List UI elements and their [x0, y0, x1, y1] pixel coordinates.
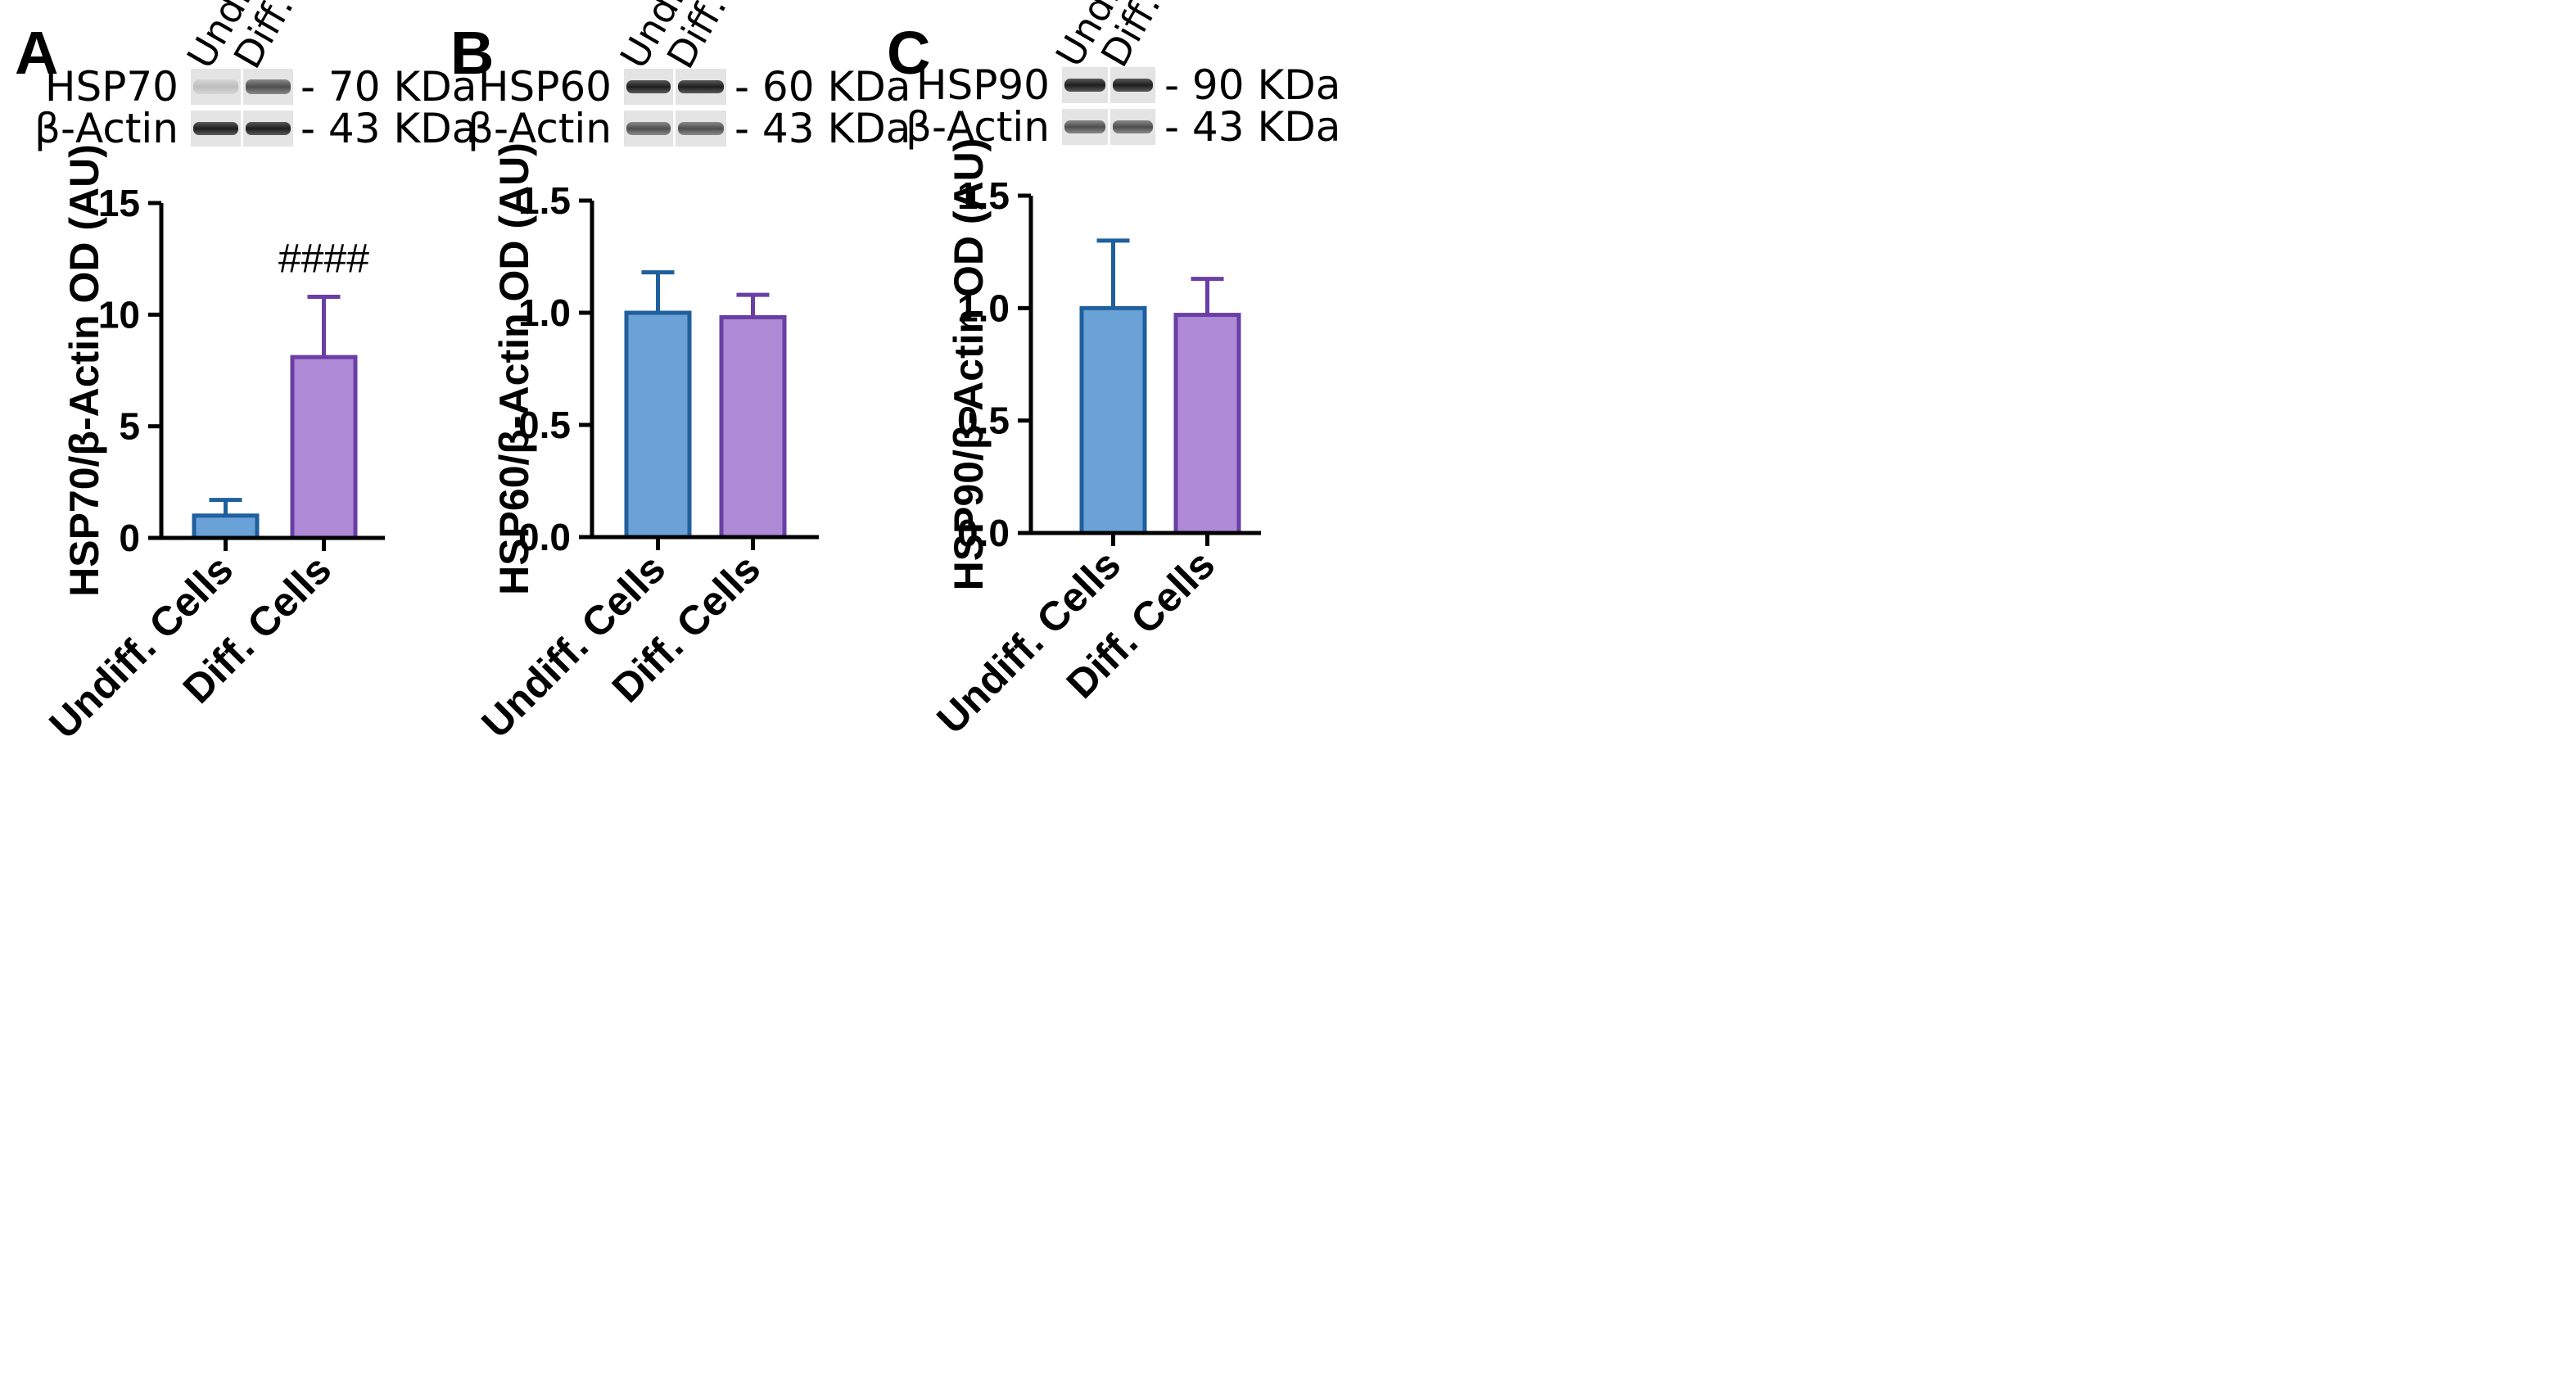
bar-undiff [1079, 305, 1147, 535]
blot-band-hsp-undiff [193, 79, 238, 94]
blot-size-label-hsp: - 90 KDa [1164, 61, 1340, 109]
y-axis-label: HSP90/β-Actin OD (AU) [946, 138, 992, 591]
blot-band-hsp-diff [1113, 79, 1153, 92]
blot-protein-label-actin: β-Actin [34, 105, 179, 152]
y-tick-label: 0 [119, 517, 140, 559]
panel-letter-a: A [15, 19, 58, 87]
y-tick-label: 1.0 [518, 291, 571, 334]
y-tick-label: 15 [98, 182, 140, 224]
blot-protein-label-hsp: HSP60 [478, 63, 612, 111]
blot-size-label-hsp: - 60 KDa [734, 63, 911, 111]
y-tick-label: 10 [98, 293, 140, 336]
blot-size-label-actin: - 43 KDa [301, 105, 477, 152]
blot-band-actin-undiff [193, 122, 238, 135]
blot-band-actin-undiff [1064, 120, 1105, 133]
blot-protein-label-actin: β-Actin [906, 103, 1050, 151]
blot-band-hsp-undiff [626, 80, 671, 93]
bar-diff [719, 314, 787, 540]
y-tick-label: 1.5 [957, 174, 1010, 217]
bar-diff [1173, 313, 1241, 535]
y-tick-label: 0.0 [518, 516, 571, 558]
blot-band-hsp-diff [678, 80, 724, 93]
y-tick-label: 0.5 [957, 400, 1010, 442]
bar-undiff [192, 513, 260, 540]
blot-size-label-actin: - 43 KDa [1164, 103, 1340, 151]
y-tick-label: 1.0 [957, 287, 1010, 329]
blot-band-actin-undiff [626, 122, 671, 135]
blot-band-actin-diff [1113, 120, 1153, 133]
y-tick-label: 5 [119, 405, 140, 448]
blot-size-label-hsp: - 70 KDa [301, 63, 477, 111]
y-tick-label: 0.5 [518, 404, 571, 446]
y-tick-label: 0.0 [957, 512, 1010, 554]
significance-annotation: #### [278, 236, 369, 282]
blot-protein-label-actin: β-Actin [468, 105, 612, 152]
y-axis-label: HSP70/β-Actin OD (AU) [61, 144, 107, 597]
blot-band-actin-diff [678, 122, 724, 135]
bar-diff [290, 355, 358, 540]
blot-band-actin-diff [246, 122, 291, 135]
blot-size-label-actin: - 43 KDa [734, 105, 911, 152]
blot-band-hsp-undiff [1064, 79, 1105, 92]
blot-protein-label-hsp: HSP70 [45, 63, 179, 111]
y-axis-label: HSP60/β-Actin OD (AU) [491, 142, 537, 595]
blot-protein-label-hsp: HSP90 [916, 61, 1050, 109]
bar-undiff [624, 310, 692, 540]
panel-letter-c: C [887, 19, 930, 87]
panel-letter-b: B [450, 19, 494, 87]
y-tick-label: 1.5 [518, 179, 571, 222]
blot-band-hsp-diff [246, 79, 291, 94]
